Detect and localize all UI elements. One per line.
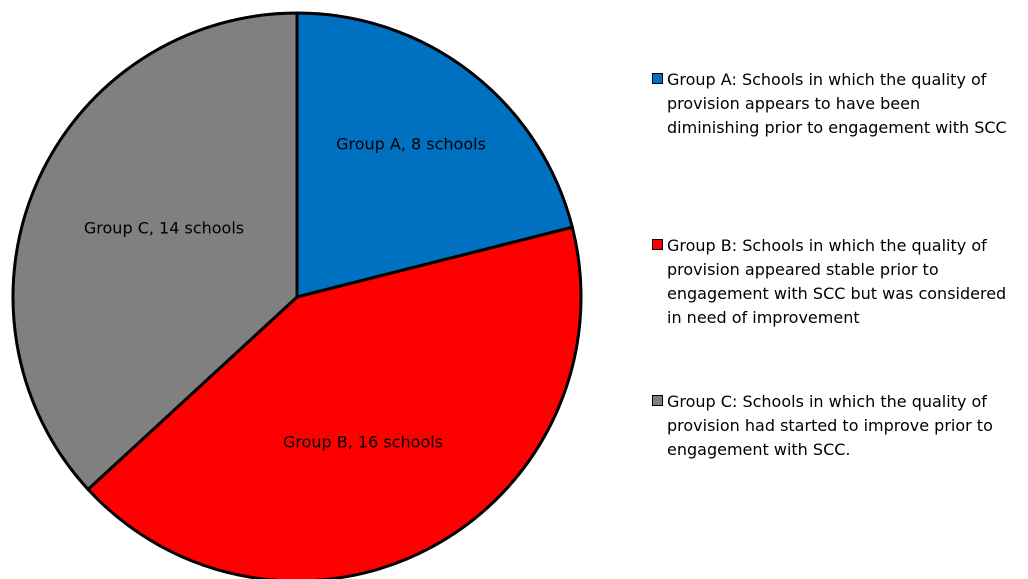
legend-label-group-c: Group C: Schools in which the quality of… — [667, 392, 993, 459]
legend-swatch-group-a — [652, 73, 663, 84]
legend-item-group-a: Group A: Schools in which the quality of… — [652, 68, 1007, 140]
legend-item-group-b: Group B: Schools in which the quality of… — [652, 234, 1007, 330]
chart-legend: Group A: Schools in which the quality of… — [652, 0, 1028, 579]
legend-label-group-b: Group B: Schools in which the quality of… — [667, 236, 1007, 327]
slice-label-group-c: Group C, 14 schools — [84, 219, 244, 238]
pie-slice-group-a — [295, 11, 575, 299]
pie-slice-group-b — [85, 225, 583, 579]
slice-label-group-a: Group A, 8 schools — [336, 135, 486, 154]
legend-swatch-group-c — [652, 395, 663, 406]
legend-swatch-group-b — [652, 239, 663, 250]
legend-label-group-a: Group A: Schools in which the quality of… — [667, 70, 1007, 137]
pie-slice-group-c — [11, 11, 299, 492]
pie-chart: Group A, 8 schools Group B, 16 schools Gro… — [11, 11, 583, 579]
legend-item-group-c: Group C: Schools in which the quality of… — [652, 390, 1007, 462]
slice-label-group-b: Group B, 16 schools — [283, 433, 443, 452]
